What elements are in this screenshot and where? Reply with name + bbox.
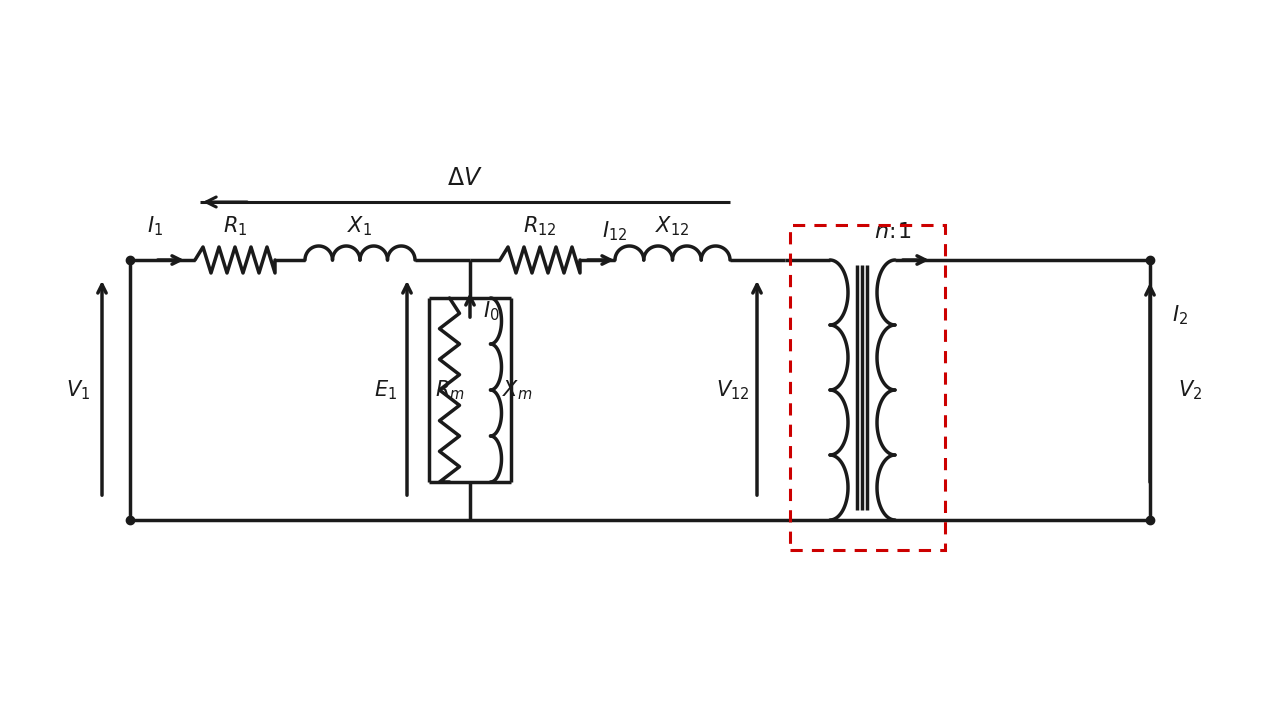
Text: $V_{12}$: $V_{12}$ xyxy=(716,378,749,402)
Text: $R_{12}$: $R_{12}$ xyxy=(524,215,557,238)
Text: $I_2$: $I_2$ xyxy=(1172,303,1188,327)
Text: $E_1$: $E_1$ xyxy=(374,378,397,402)
Text: $X_m$: $X_m$ xyxy=(503,378,532,402)
Text: $X_{12}$: $X_{12}$ xyxy=(655,215,690,238)
Text: $I_0$: $I_0$ xyxy=(483,300,499,323)
Text: $V_2$: $V_2$ xyxy=(1178,378,1202,402)
Text: $R_m$: $R_m$ xyxy=(435,378,465,402)
Text: $I_1$: $I_1$ xyxy=(147,215,163,238)
Text: $V_1$: $V_1$ xyxy=(65,378,90,402)
Text: $I_{12}$: $I_{12}$ xyxy=(603,220,627,243)
Text: $R_1$: $R_1$ xyxy=(223,215,247,238)
Text: $X_1$: $X_1$ xyxy=(347,215,372,238)
Text: $n\!:\!1$: $n\!:\!1$ xyxy=(874,222,911,242)
Text: $\Delta V$: $\Delta V$ xyxy=(447,166,483,190)
